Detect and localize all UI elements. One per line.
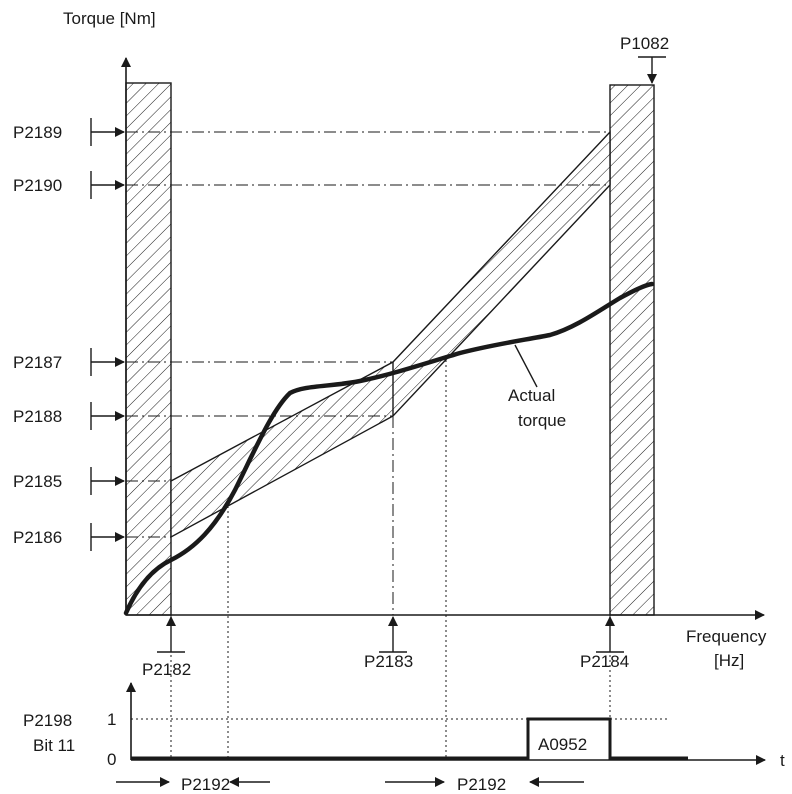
delay-label-right: P2192	[457, 775, 506, 794]
p2190-marker	[90, 171, 125, 199]
warning-label: A0952	[538, 735, 587, 754]
label-p2189: P2189	[13, 123, 62, 142]
signal-name-line2: Bit 11	[33, 736, 75, 755]
label-p2188: P2188	[13, 407, 62, 426]
signal-level-high: 1	[107, 710, 116, 729]
y-axis-label: Torque [Nm]	[63, 9, 156, 28]
x-axis-unit: [Hz]	[714, 651, 744, 670]
x-axis-label: Frequency	[686, 627, 767, 646]
time-axis-label: t	[780, 751, 785, 770]
curve-label-line2: torque	[518, 411, 566, 430]
label-p2190: P2190	[13, 176, 62, 195]
signal-name-line1: P2198	[23, 711, 72, 730]
p2187-marker	[90, 348, 125, 376]
low-frequency-band	[125, 82, 172, 616]
p2186-marker	[90, 523, 125, 551]
delay-label-left: P2192	[181, 775, 230, 794]
p2182-marker	[157, 616, 185, 653]
actual-torque-pointer	[514, 344, 538, 388]
p2184-marker	[596, 616, 624, 653]
label-p2185: P2185	[13, 472, 62, 491]
p2188-marker	[90, 402, 125, 430]
actual-torque-curve	[123, 281, 655, 616]
label-p2186: P2186	[13, 528, 62, 547]
p2189-marker	[90, 118, 125, 146]
high-frequency-band	[609, 84, 655, 616]
curve-label-line1: Actual	[508, 386, 555, 405]
label-p2183: P2183	[364, 652, 413, 671]
label-p2184: P2184	[580, 652, 629, 671]
p1082-marker	[638, 56, 666, 84]
label-p1082: P1082	[620, 34, 669, 53]
label-p2187: P2187	[13, 353, 62, 372]
p2185-marker	[90, 467, 125, 495]
signal-level-low: 0	[107, 750, 116, 769]
p2183-marker	[379, 616, 407, 653]
bit11-signal	[131, 717, 688, 760]
label-p2182: P2182	[142, 660, 191, 679]
